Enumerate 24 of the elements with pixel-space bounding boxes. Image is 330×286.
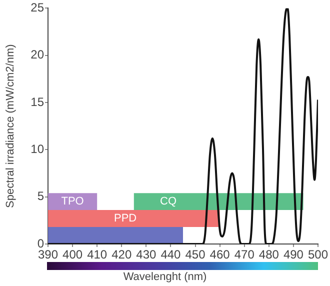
x-tick-label: 490 xyxy=(283,248,304,262)
y-tick-label: 20 xyxy=(30,48,44,62)
x-tick-label: 460 xyxy=(210,248,230,262)
x-tick-label: 480 xyxy=(258,248,280,262)
band-label: TPO xyxy=(61,196,84,208)
x-tick-label: 430 xyxy=(136,248,157,262)
y-tick-label: 0 xyxy=(37,236,44,250)
x-tick-label: 500 xyxy=(308,248,328,262)
y-tick-label: 5 xyxy=(37,189,44,204)
x-tick-label: 470 xyxy=(234,248,255,262)
y-axis-title: Spectral irradiance (mW/cm2/nm) xyxy=(4,44,17,208)
y-tick-label: 10 xyxy=(30,142,44,156)
band-label: CQ xyxy=(160,196,177,208)
x-axis-title: Wavelenght (nm) xyxy=(122,271,208,283)
line-series xyxy=(48,8,318,244)
x-tick-label: 390 xyxy=(38,248,58,262)
x-tick-label: 440 xyxy=(160,248,182,262)
x-tick-label: 450 xyxy=(185,248,206,262)
x-tick-label: 410 xyxy=(87,248,108,262)
x-tick-label: 400 xyxy=(62,248,83,262)
band-label: PPD xyxy=(114,212,137,225)
y-tick-label: 15 xyxy=(30,94,44,109)
y-tick-label: 25 xyxy=(30,0,44,15)
x-tick-label: 420 xyxy=(112,248,132,262)
